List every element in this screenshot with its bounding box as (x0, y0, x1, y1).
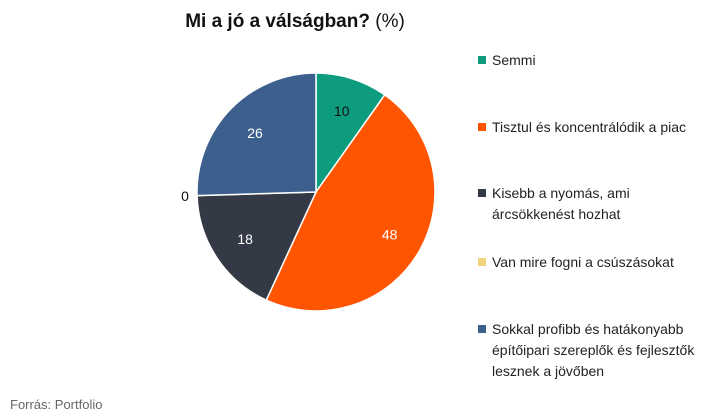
legend-swatch (478, 258, 486, 266)
chart-title-text: Mi a jó a válságban? (185, 11, 370, 32)
slice-value-label: 0 (181, 188, 189, 204)
pie-slice (315, 72, 386, 195)
legend-label: Kisebb a nyomás, ami árcsökkenést hozhat (492, 185, 630, 222)
pie-slice (196, 191, 318, 302)
legend-swatch (478, 56, 486, 64)
legend-item-kisebb: Kisebb a nyomás, ami árcsökkenést hozhat (478, 183, 714, 225)
legend-item-van: Van mire fogni a csúszásokat (478, 252, 714, 273)
pie-slice (265, 93, 436, 312)
slice-value-label: 10 (334, 103, 350, 119)
chart-unit: (%) (375, 11, 405, 32)
pie-slice (196, 72, 317, 197)
slice-value-label: 26 (247, 125, 263, 141)
legend-label: Van mire fogni a csúszásokat (492, 254, 674, 270)
legend-label: Sokkal profibb és hatákonyabb építőipari… (492, 321, 695, 379)
chart-title: Mi a jó a válságban? (%) (0, 11, 590, 33)
legend-item-semmi: Semmi (478, 50, 714, 71)
legend-label: Semmi (492, 52, 536, 68)
slice-value-label: 18 (237, 231, 253, 247)
legend-swatch (478, 189, 486, 197)
source-note: Forrás: Portfolio (10, 397, 103, 412)
legend-item-sokkal: Sokkal profibb és hatákonyabb építőipari… (478, 319, 714, 382)
legend-swatch (478, 123, 486, 131)
legend-label: Tisztul és koncentrálódik a piac (492, 119, 687, 135)
legend-swatch (478, 325, 486, 333)
slice-value-label: 48 (382, 227, 398, 243)
legend-item-tisztul: Tisztul és koncentrálódik a piac (478, 117, 714, 138)
